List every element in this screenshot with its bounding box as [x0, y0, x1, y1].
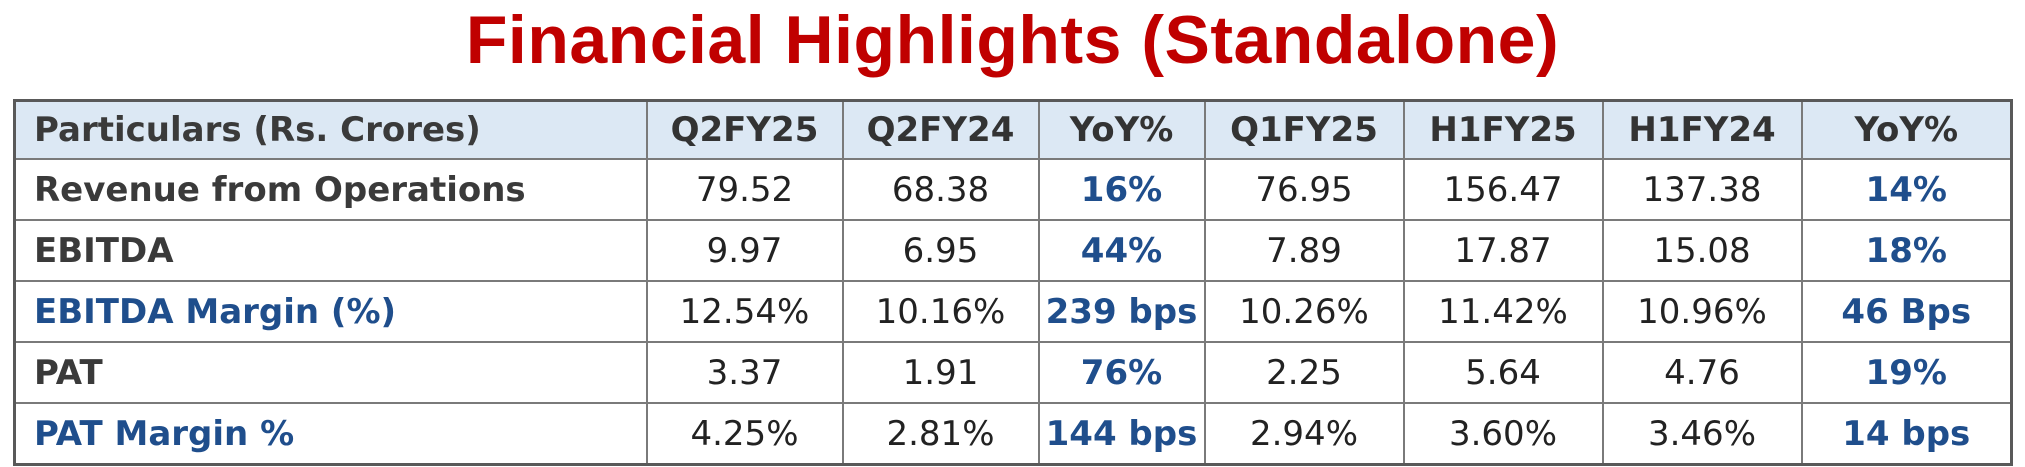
table-row: EBITDA Margin (%) 12.54% 10.16% 239 bps … — [13, 280, 2013, 343]
row-label: EBITDA — [13, 219, 648, 282]
header-h1fy25: H1FY25 — [1402, 99, 1604, 160]
cell-yoy-half: 14% — [1800, 158, 2013, 221]
page-title: Financial Highlights (Standalone) — [465, 2, 1560, 78]
cell-q2fy24: 1.91 — [841, 341, 1040, 404]
cell-h1fy25: 11.42% — [1402, 280, 1604, 343]
cell-yoy-half: 46 Bps — [1800, 280, 2013, 343]
row-label: Revenue from Operations — [13, 158, 648, 221]
cell-h1fy24: 3.46% — [1601, 402, 1803, 466]
cell-q2fy25: 79.52 — [645, 158, 844, 221]
cell-q2fy25: 3.37 — [645, 341, 844, 404]
cell-q1fy25: 2.94% — [1203, 402, 1405, 466]
cell-yoy-half: 19% — [1800, 341, 2013, 404]
cell-yoy-half: 18% — [1800, 219, 2013, 282]
header-particulars: Particulars (Rs. Crores) — [13, 99, 648, 160]
header-q2fy25: Q2FY25 — [645, 99, 844, 160]
cell-h1fy25: 156.47 — [1402, 158, 1604, 221]
cell-yoy-quarter: 76% — [1037, 341, 1206, 404]
cell-q2fy24: 6.95 — [841, 219, 1040, 282]
table-row: PAT Margin % 4.25% 2.81% 144 bps 2.94% 3… — [13, 402, 2013, 466]
cell-h1fy25: 17.87 — [1402, 219, 1604, 282]
cell-h1fy24: 15.08 — [1601, 219, 1803, 282]
cell-q2fy25: 9.97 — [645, 219, 844, 282]
financial-highlights-table: Particulars (Rs. Crores) Q2FY25 Q2FY24 Y… — [13, 99, 2013, 466]
cell-q1fy25: 2.25 — [1203, 341, 1405, 404]
cell-h1fy24: 137.38 — [1601, 158, 1803, 221]
cell-h1fy25: 3.60% — [1402, 402, 1604, 466]
cell-h1fy24: 4.76 — [1601, 341, 1803, 404]
cell-h1fy25: 5.64 — [1402, 341, 1604, 404]
financial-highlights-table-container: Particulars (Rs. Crores) Q2FY25 Q2FY24 Y… — [13, 99, 2013, 466]
header-h1fy24: H1FY24 — [1601, 99, 1803, 160]
cell-yoy-quarter: 16% — [1037, 158, 1206, 221]
cell-q1fy25: 76.95 — [1203, 158, 1405, 221]
cell-q2fy24: 2.81% — [841, 402, 1040, 466]
table-header-row: Particulars (Rs. Crores) Q2FY25 Q2FY24 Y… — [13, 99, 2013, 160]
table-row: PAT 3.37 1.91 76% 2.25 5.64 4.76 19% — [13, 341, 2013, 404]
header-q2fy24: Q2FY24 — [841, 99, 1040, 160]
row-label: EBITDA Margin (%) — [13, 280, 648, 343]
cell-q2fy25: 12.54% — [645, 280, 844, 343]
header-q1fy25: Q1FY25 — [1203, 99, 1405, 160]
table-row: EBITDA 9.97 6.95 44% 7.89 17.87 15.08 18… — [13, 219, 2013, 282]
row-label: PAT Margin % — [13, 402, 648, 466]
cell-q2fy24: 10.16% — [841, 280, 1040, 343]
cell-h1fy24: 10.96% — [1601, 280, 1803, 343]
row-label: PAT — [13, 341, 648, 404]
cell-q1fy25: 7.89 — [1203, 219, 1405, 282]
cell-yoy-quarter: 239 bps — [1037, 280, 1206, 343]
header-yoy-quarter: YoY% — [1037, 99, 1206, 160]
cell-q1fy25: 10.26% — [1203, 280, 1405, 343]
cell-yoy-half: 14 bps — [1800, 402, 2013, 466]
cell-yoy-quarter: 144 bps — [1037, 402, 1206, 466]
cell-yoy-quarter: 44% — [1037, 219, 1206, 282]
cell-q2fy24: 68.38 — [841, 158, 1040, 221]
cell-q2fy25: 4.25% — [645, 402, 844, 466]
table-row: Revenue from Operations 79.52 68.38 16% … — [13, 158, 2013, 221]
header-yoy-half: YoY% — [1800, 99, 2013, 160]
